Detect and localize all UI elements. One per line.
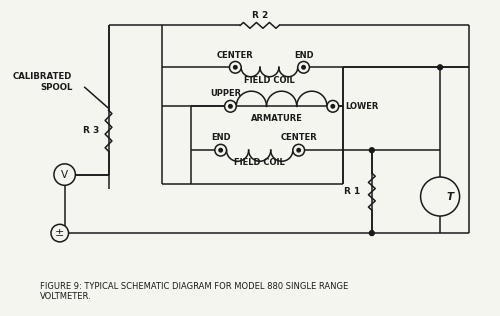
Text: LOWER: LOWER (346, 102, 379, 111)
Circle shape (230, 61, 241, 73)
Circle shape (219, 149, 222, 152)
Circle shape (327, 100, 338, 112)
Text: R 3: R 3 (82, 126, 99, 135)
Text: CENTER: CENTER (280, 133, 317, 142)
Circle shape (370, 148, 374, 153)
Circle shape (420, 177, 460, 216)
Circle shape (293, 144, 304, 156)
Circle shape (224, 100, 236, 112)
Circle shape (297, 149, 300, 152)
Circle shape (298, 61, 310, 73)
Circle shape (331, 105, 334, 108)
Text: CALIBRATED
SPOOL: CALIBRATED SPOOL (13, 72, 72, 92)
Text: UPPER: UPPER (210, 89, 241, 98)
Circle shape (54, 164, 76, 185)
Text: ±: ± (55, 228, 64, 238)
Text: R 2: R 2 (252, 11, 268, 20)
Text: FIELD COIL: FIELD COIL (244, 76, 295, 85)
Text: FIELD COIL: FIELD COIL (234, 158, 285, 167)
Text: T: T (446, 191, 454, 202)
Circle shape (302, 65, 306, 69)
Text: V: V (61, 170, 68, 179)
Text: R 1: R 1 (344, 187, 360, 196)
Text: FIGURE 9: TYPICAL SCHEMATIC DIAGRAM FOR MODEL 880 SINGLE RANGE
VOLTMETER.: FIGURE 9: TYPICAL SCHEMATIC DIAGRAM FOR … (40, 282, 348, 301)
Circle shape (228, 105, 232, 108)
Circle shape (51, 224, 68, 242)
Circle shape (370, 231, 374, 235)
Circle shape (215, 144, 226, 156)
Text: END: END (211, 133, 231, 142)
Circle shape (438, 65, 442, 70)
Circle shape (234, 65, 237, 69)
Text: CENTER: CENTER (217, 51, 254, 60)
Text: END: END (294, 51, 314, 60)
Text: ARMATURE: ARMATURE (251, 114, 302, 124)
